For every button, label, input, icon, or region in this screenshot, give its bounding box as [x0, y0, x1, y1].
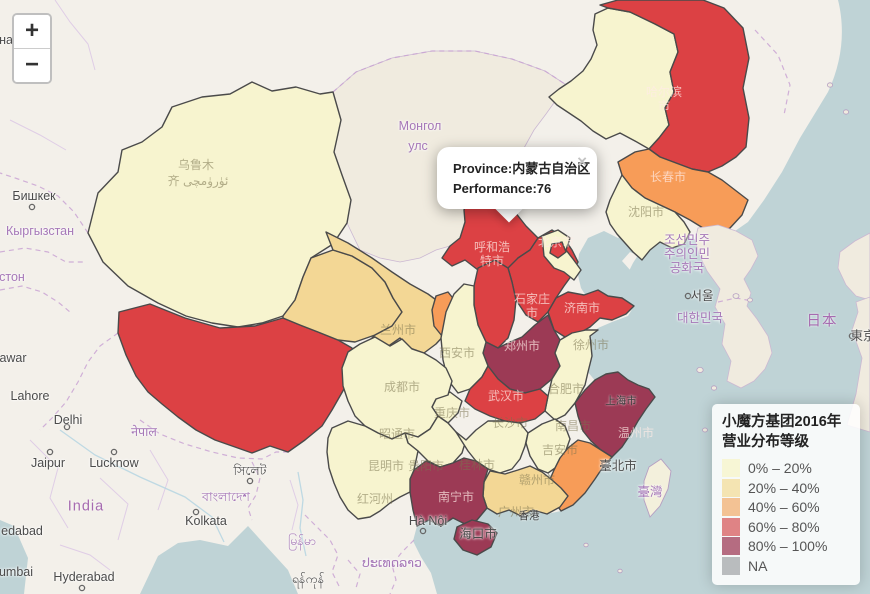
legend-item-5: NA: [722, 556, 850, 576]
town-dot: [63, 423, 71, 431]
legend-swatch: [722, 556, 740, 575]
border-kyrgyzstan: [0, 247, 83, 263]
border-kazakhstan: [0, 172, 89, 234]
peninsula-korea: [694, 224, 773, 389]
legend-swatch: [722, 498, 740, 517]
legend-item-2: 40% – 60%: [722, 498, 850, 518]
province-yunnan[interactable]: [326, 420, 419, 520]
island-small: [843, 109, 850, 115]
province-xinjiang[interactable]: [87, 81, 352, 328]
island-small: [617, 568, 623, 574]
admin-india-4: [59, 544, 111, 571]
legend-item-4: 80% – 100%: [722, 537, 850, 557]
border-tajikistan: [0, 285, 71, 313]
admin-india-2: [99, 477, 129, 541]
border-laos-vietnam: [389, 539, 415, 594]
province-popup: × Province:内蒙古自治区 Performance:76: [437, 147, 597, 209]
province-neimenggu-northeast[interactable]: [548, 7, 679, 150]
town-dot: [848, 332, 856, 340]
island-japan-main: [846, 296, 870, 433]
border-russia-primorye: [754, 29, 791, 116]
sea-arabian: [0, 520, 28, 594]
admin-myanmar: [289, 479, 299, 531]
legend-title-line1: 小魔方基团2016年: [722, 414, 842, 430]
border-nepal-south: [139, 419, 288, 460]
border-thailand: [347, 559, 361, 589]
river-ganges: [59, 429, 225, 543]
legend: 小魔方基团2016年 营业分布等级 0% – 20% 20% – 40% 40% –…: [712, 404, 860, 585]
town-dot: [684, 292, 692, 300]
island-ryukyu: [696, 366, 704, 373]
border-pakistan-india: [39, 332, 119, 431]
island-small: [747, 297, 753, 303]
zoom-in-button[interactable]: +: [14, 15, 50, 48]
town-dot: [192, 508, 200, 516]
admin-centralasia: [9, 119, 67, 151]
town-dot: [110, 448, 118, 456]
island-japan-west: [837, 232, 870, 301]
island-ryukyu: [711, 385, 718, 391]
legend-title-line2: 营业分布等级: [722, 434, 809, 451]
admin-india-1: [29, 439, 69, 529]
island-small: [827, 82, 834, 88]
province-xizang[interactable]: [117, 303, 356, 454]
legend-label: NA: [748, 557, 768, 574]
province-hunan[interactable]: [455, 420, 529, 474]
town-dot: [78, 584, 86, 592]
legend-rows: 0% – 20% 20% – 40% 40% – 60% 60% – 80% 80% –…: [722, 459, 850, 576]
popup-province-line: Province:内蒙古自治区: [453, 161, 591, 176]
legend-label: 60% – 80%: [748, 518, 820, 535]
admin-russia-nw: [54, 0, 96, 71]
province-hubei[interactable]: [464, 365, 549, 424]
legend-item-3: 60% – 80%: [722, 517, 850, 537]
sea-bengal: [140, 526, 298, 594]
legend-item-0: 0% – 20%: [722, 459, 850, 479]
legend-swatch: [722, 517, 740, 536]
popup-close-icon[interactable]: ×: [577, 152, 587, 171]
province-guizhou[interactable]: [404, 415, 467, 468]
town-dot: [46, 448, 54, 456]
legend-swatch: [722, 478, 740, 497]
province-hainan[interactable]: [453, 519, 498, 556]
legend-swatch: [722, 537, 740, 556]
province-zhejiang-shanghai[interactable]: [574, 371, 656, 458]
zoom-out-button[interactable]: −: [14, 48, 50, 82]
legend-swatch: [722, 459, 740, 478]
province-gansu[interactable]: [325, 231, 453, 354]
legend-label: 80% – 100%: [748, 538, 828, 555]
river-irrawaddy: [297, 471, 307, 557]
legend-item-1: 20% – 40%: [722, 478, 850, 498]
island-small: [583, 542, 589, 548]
zoom-control: + −: [12, 13, 52, 84]
admin-india-3: [149, 449, 169, 511]
border-myanmar-thailand: [304, 514, 341, 589]
town-dot: [419, 527, 427, 535]
island-small: [732, 293, 740, 299]
popup-content: Province:内蒙古自治区 Performance:76: [437, 147, 597, 209]
popup-performance-line: Performance:76: [453, 181, 552, 197]
town-dot: [28, 203, 36, 211]
legend-title: 小魔方基团2016年 营业分布等级: [722, 412, 850, 453]
district-beijing-core[interactable]: [549, 241, 567, 259]
province-liaoning[interactable]: [605, 174, 691, 261]
island-taiwan[interactable]: [643, 458, 672, 518]
legend-label: 40% – 60%: [748, 499, 820, 516]
province-guangxi[interactable]: [409, 457, 489, 527]
legend-label: 0% – 20%: [748, 460, 812, 477]
island-ryukyu: [702, 427, 708, 433]
town-dot: [246, 477, 254, 485]
town-dots: [28, 203, 856, 592]
legend-label: 20% – 40%: [748, 479, 820, 496]
border-mongolia-north: [332, 50, 569, 93]
border-bangladesh: [247, 461, 261, 521]
